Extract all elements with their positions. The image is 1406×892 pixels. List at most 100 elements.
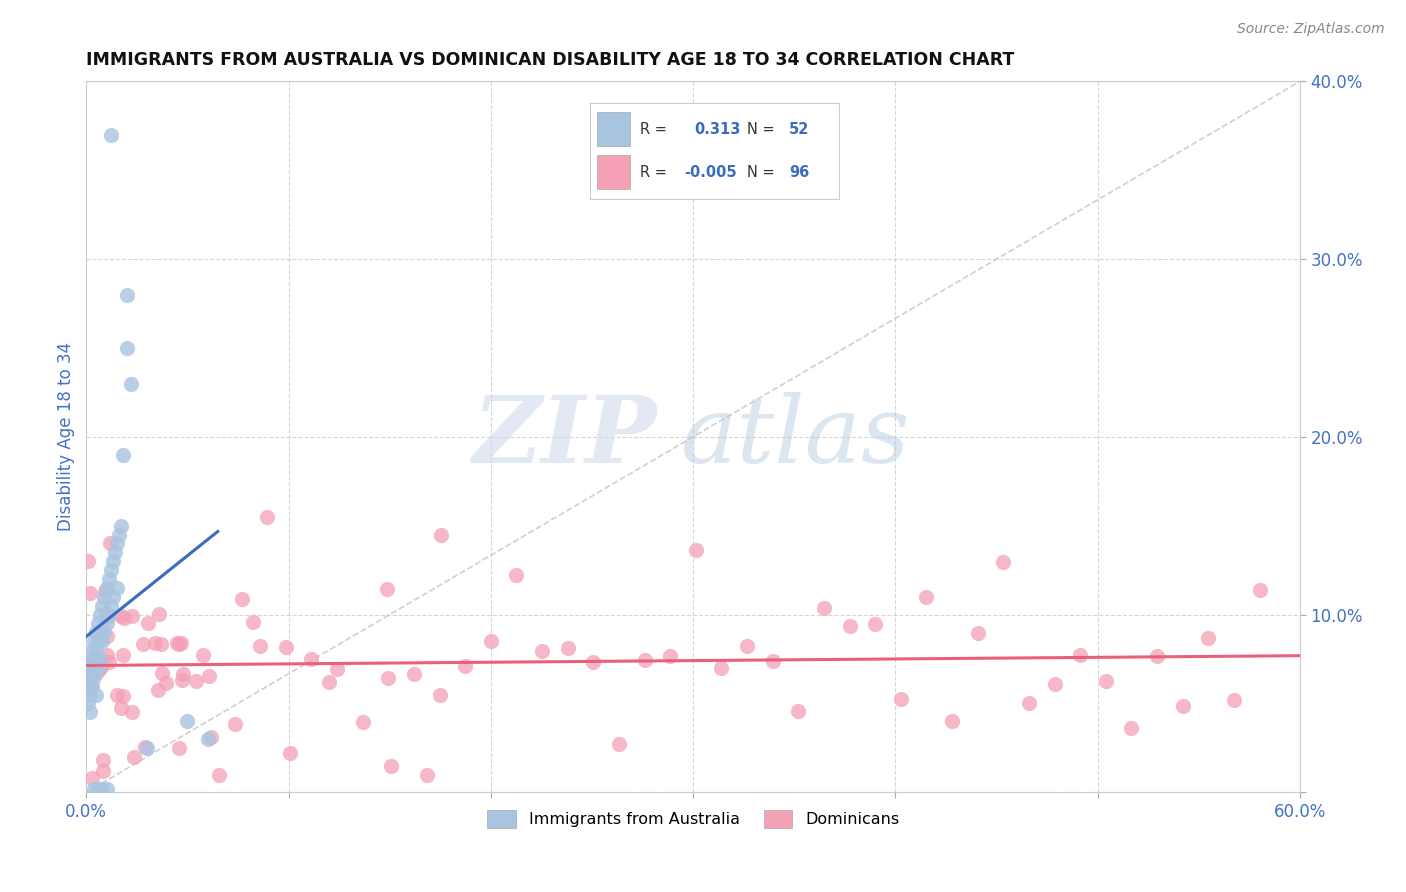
Point — [145, 636, 167, 650]
Point — [79, 706, 101, 720]
Point — [97, 655, 120, 669]
Point — [149, 637, 172, 651]
Point — [96, 781, 118, 796]
Point — [710, 660, 733, 674]
Point — [96, 581, 118, 595]
Point — [224, 717, 246, 731]
Point — [87, 616, 110, 631]
Point — [110, 701, 132, 715]
Point — [197, 731, 219, 746]
Point — [301, 652, 323, 666]
Point — [582, 656, 605, 670]
Point — [256, 509, 278, 524]
Point — [557, 640, 579, 655]
Point — [86, 661, 108, 675]
Point — [429, 688, 451, 702]
Point — [105, 688, 128, 702]
Point — [86, 643, 108, 657]
Point — [83, 634, 105, 648]
Point — [89, 625, 111, 640]
Point — [82, 679, 104, 693]
Point — [941, 714, 963, 729]
Text: Source: ZipAtlas.com: Source: ZipAtlas.com — [1237, 22, 1385, 37]
Point — [83, 652, 105, 666]
Y-axis label: Disability Age 18 to 34: Disability Age 18 to 34 — [58, 343, 75, 532]
Point — [377, 671, 399, 685]
Point — [79, 688, 101, 702]
Legend: Immigrants from Australia, Dominicans: Immigrants from Australia, Dominicans — [481, 804, 905, 834]
Point — [176, 714, 198, 729]
Point — [172, 666, 194, 681]
Point — [380, 758, 402, 772]
Point — [94, 583, 117, 598]
Point — [191, 648, 214, 662]
Point — [787, 704, 810, 718]
Point — [91, 781, 114, 796]
Point — [111, 448, 134, 462]
Point — [87, 634, 110, 648]
Point — [1249, 583, 1271, 598]
Point — [89, 662, 111, 676]
Point — [249, 639, 271, 653]
Point — [96, 606, 118, 620]
Point — [150, 665, 173, 680]
Point — [352, 714, 374, 729]
Point — [966, 626, 988, 640]
Point — [274, 640, 297, 655]
Point — [1018, 696, 1040, 710]
Point — [93, 590, 115, 604]
Point — [100, 128, 122, 142]
Point — [890, 692, 912, 706]
Point — [115, 287, 138, 301]
Point — [607, 737, 630, 751]
Point — [111, 690, 134, 704]
Point — [115, 341, 138, 355]
Point — [402, 667, 425, 681]
Point — [96, 629, 118, 643]
Point — [112, 611, 135, 625]
Point — [122, 749, 145, 764]
Point — [83, 670, 105, 684]
Point — [110, 608, 132, 623]
Point — [186, 674, 208, 689]
Point — [200, 731, 222, 745]
Point — [136, 740, 159, 755]
Point — [685, 542, 707, 557]
Point — [633, 653, 655, 667]
Point — [1121, 721, 1143, 735]
Point — [96, 648, 118, 662]
Point — [91, 634, 114, 648]
Point — [97, 607, 120, 622]
Point — [242, 615, 264, 630]
Point — [77, 661, 100, 675]
Point — [429, 527, 451, 541]
Point — [79, 652, 101, 666]
Point — [101, 590, 124, 604]
Point — [1069, 648, 1091, 662]
Point — [86, 688, 108, 702]
Text: ZIP: ZIP — [472, 392, 657, 482]
Point — [1197, 631, 1219, 645]
Point — [100, 536, 122, 550]
Point — [170, 673, 193, 688]
Point — [148, 607, 170, 622]
Point — [1223, 693, 1246, 707]
Point — [93, 753, 115, 767]
Point — [762, 654, 785, 668]
Point — [100, 563, 122, 577]
Point — [505, 568, 527, 582]
Point — [231, 591, 253, 606]
Point — [87, 661, 110, 675]
Point — [89, 652, 111, 666]
Point — [132, 637, 155, 651]
Text: atlas: atlas — [681, 392, 911, 482]
Point — [93, 625, 115, 640]
Point — [112, 648, 135, 662]
Point — [863, 616, 886, 631]
Point — [278, 746, 301, 760]
Point — [77, 554, 100, 568]
Point — [110, 518, 132, 533]
Point — [1171, 699, 1194, 714]
Point — [121, 609, 143, 624]
Point — [416, 768, 439, 782]
